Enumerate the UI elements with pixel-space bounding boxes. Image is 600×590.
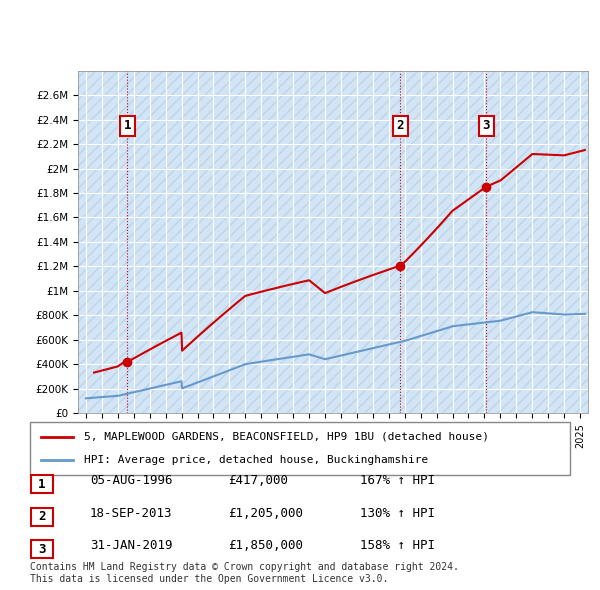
Text: 3: 3 <box>38 543 46 556</box>
Text: 3: 3 <box>482 119 490 132</box>
FancyBboxPatch shape <box>31 476 53 493</box>
Text: HPI: Average price, detached house, Buckinghamshire: HPI: Average price, detached house, Buck… <box>84 455 428 465</box>
Text: £417,000: £417,000 <box>228 474 288 487</box>
Text: 2: 2 <box>397 119 404 132</box>
Text: £1,850,000: £1,850,000 <box>228 539 303 552</box>
FancyBboxPatch shape <box>31 540 53 558</box>
Text: 1: 1 <box>38 478 46 491</box>
Text: 05-AUG-1996: 05-AUG-1996 <box>90 474 173 487</box>
Text: 158% ↑ HPI: 158% ↑ HPI <box>360 539 435 552</box>
Text: Contains HM Land Registry data © Crown copyright and database right 2024.
This d: Contains HM Land Registry data © Crown c… <box>30 562 459 584</box>
Text: 31-JAN-2019: 31-JAN-2019 <box>90 539 173 552</box>
Text: 18-SEP-2013: 18-SEP-2013 <box>90 507 173 520</box>
Text: 1: 1 <box>124 119 131 132</box>
FancyBboxPatch shape <box>31 508 53 526</box>
Text: 130% ↑ HPI: 130% ↑ HPI <box>360 507 435 520</box>
Text: 2: 2 <box>38 510 46 523</box>
Text: 167% ↑ HPI: 167% ↑ HPI <box>360 474 435 487</box>
FancyBboxPatch shape <box>30 422 570 475</box>
Text: 5, MAPLEWOOD GARDENS, BEACONSFIELD, HP9 1BU (detached house): 5, MAPLEWOOD GARDENS, BEACONSFIELD, HP9 … <box>84 432 489 442</box>
Text: £1,205,000: £1,205,000 <box>228 507 303 520</box>
